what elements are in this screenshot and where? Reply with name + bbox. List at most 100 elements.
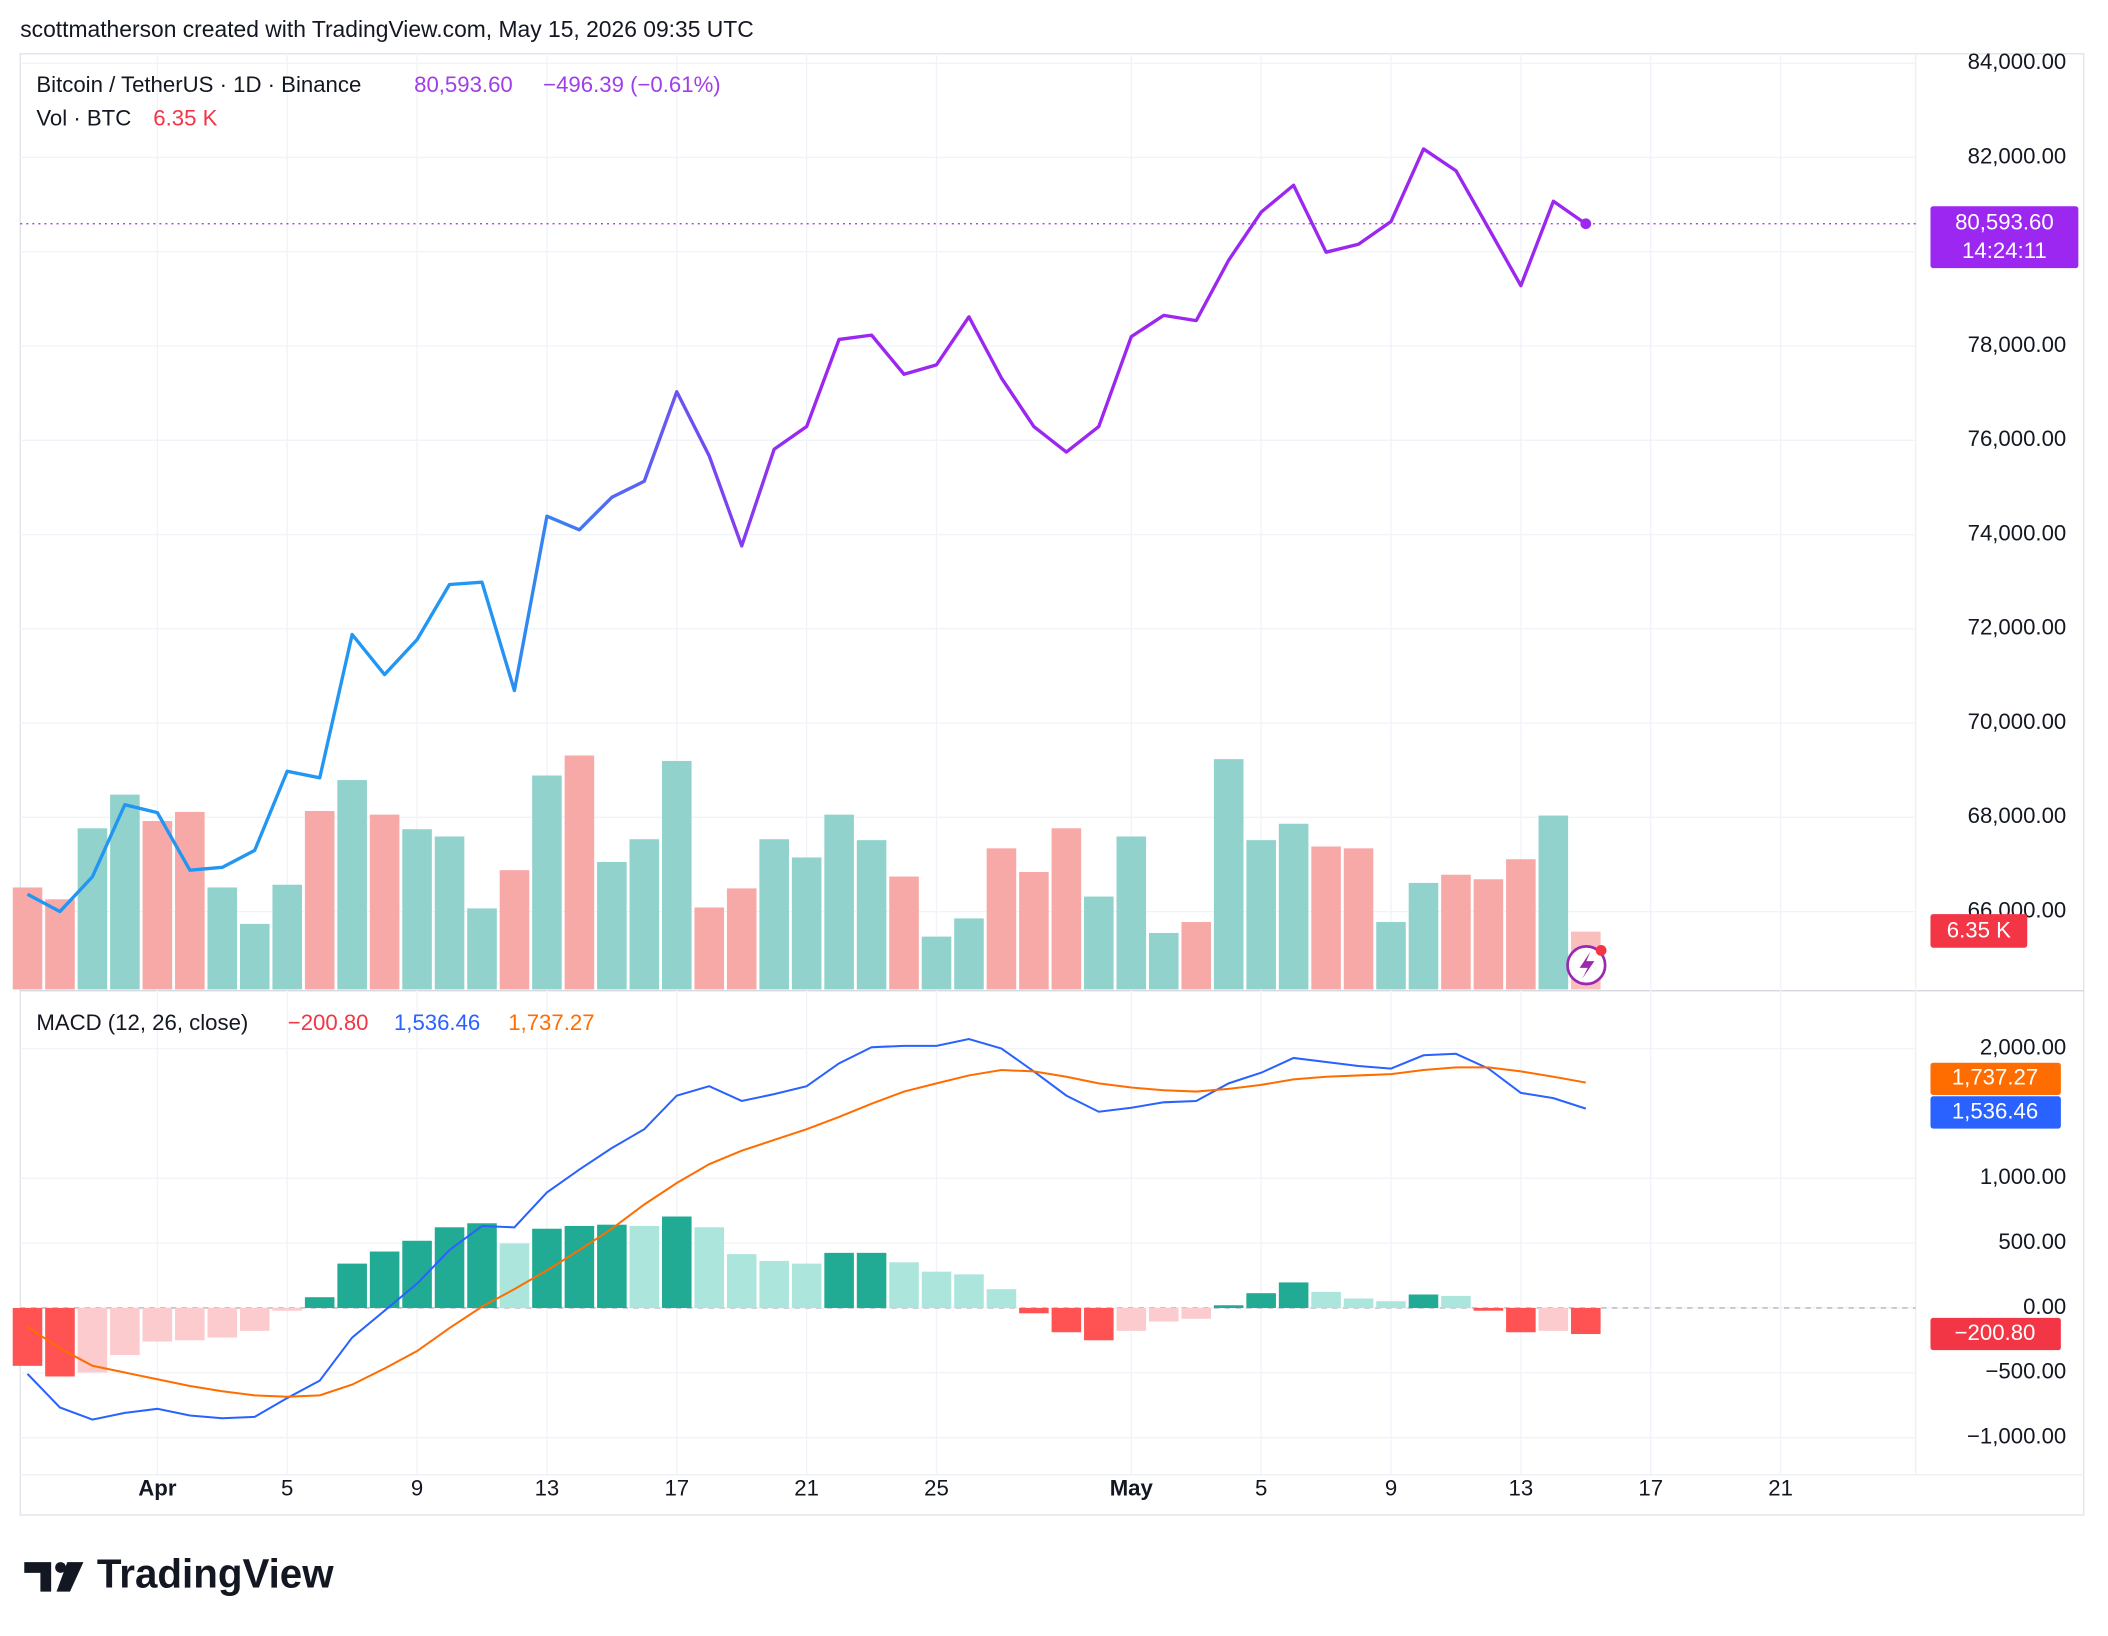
volume-bar [1506,859,1536,990]
histogram-bar [12,1307,43,1366]
volume-bar [889,876,919,990]
x-tick-label: 17 [664,1475,689,1500]
indicator-tag [1930,1317,2061,1351]
histogram-bar [921,1271,952,1308]
histogram-bar [1408,1294,1439,1308]
volume-bar [272,884,303,990]
histogram-bar [662,1216,692,1308]
histogram-bar [791,1263,822,1308]
histogram-bar [629,1225,660,1308]
volume-bar [1116,836,1147,990]
histogram-bar [597,1224,627,1308]
histogram-bar [1538,1307,1569,1331]
x-tick-label: 9 [1385,1475,1397,1500]
volume-bar [1376,922,1406,990]
x-tick-label: Apr [138,1475,177,1500]
x-tick-label: 9 [411,1475,423,1500]
volume-bar [142,821,173,990]
volume-bar [1278,823,1309,990]
volume-bar [1246,840,1276,990]
histogram-bar [1213,1305,1244,1308]
histogram-bar [142,1307,173,1342]
histogram-bar [175,1307,205,1341]
price-tag [1930,206,2079,269]
volume-bar [564,755,595,990]
volume-bar [1084,896,1114,990]
volume-bar [1019,871,1049,990]
histogram-bar [77,1307,108,1373]
x-tick-label: 5 [281,1475,293,1500]
volume-bar [239,923,270,990]
y-tick-label: 1,000.00 [1980,1164,2066,1189]
y-tick-label: −500.00 [1985,1359,2066,1384]
volume-bar [175,811,205,990]
volume-bar [986,848,1017,990]
legend-volume-value: 6.35 K [153,106,217,131]
legend-hist-value: −200.80 [288,1010,369,1035]
volume-bar [1441,874,1471,990]
histogram-bar [434,1227,465,1308]
histogram-bar [369,1251,400,1308]
volume-bar [921,936,952,990]
x-tick-label: 5 [1255,1475,1267,1500]
x-tick-label: 17 [1638,1475,1663,1500]
volume-bar [629,839,660,990]
volume-bar [1148,932,1179,990]
legend-signal-value: 1,737.27 [508,1010,594,1035]
volume-bar [856,840,887,990]
x-tick-label: 21 [794,1475,819,1500]
y-tick-label: 500.00 [1998,1229,2066,1254]
histogram-bar [1278,1282,1309,1308]
volume-bar [1473,879,1504,990]
histogram-bar [1019,1307,1049,1314]
volume-bar [369,814,400,990]
y-tick-label: −1,000.00 [1967,1424,2066,1449]
logo-text: TradingView [97,1551,334,1597]
signal-line [26,1066,1586,1398]
histogram-bar [824,1252,854,1308]
volume-bar [694,907,725,990]
histogram-bar [1506,1307,1536,1333]
price-line [26,147,1587,914]
histogram-bar [1148,1307,1179,1322]
y-tick-label: 0.00 [2023,1294,2066,1319]
histogram-bar [1376,1301,1406,1308]
y-tick-label: 70,000.00 [1968,709,2067,734]
histogram-bar [1116,1307,1147,1331]
frame [19,53,2085,1516]
volume-bar [1181,922,1212,990]
legend-volume: Vol · BTC [36,106,131,131]
alert-icon[interactable] [1566,945,1607,986]
volume-bar [337,780,367,990]
indicator-tag-value: 1,536.46 [1952,1098,2038,1123]
indicator-tag [1930,1096,2061,1129]
histogram-bar [207,1307,238,1338]
volume-bar [662,760,692,990]
indicator-tag-value: −200.80 [1955,1320,2036,1345]
logo [24,1562,84,1592]
header: scottmatherson created with TradingView.… [20,16,754,42]
legend-price: 80,593.60 [414,72,513,97]
histogram-bar [1571,1307,1601,1335]
histogram-bar [499,1243,530,1308]
histogram-bar [564,1225,595,1308]
y-tick-label: 74,000.00 [1968,520,2067,545]
volume-bar [759,839,789,990]
volume-tag [1930,914,2028,948]
legend-macd: MACD (12, 26, close) [36,1010,248,1035]
x-tick-label: 21 [1768,1475,1793,1500]
histogram-bar [467,1223,497,1308]
last-point [1580,218,1592,230]
histogram-bar [304,1297,335,1308]
x-tick-label: 13 [1509,1475,1534,1500]
volume-tag-value: 6.35 K [1947,917,2011,942]
histogram-bar [986,1289,1017,1308]
histogram-bar [1343,1298,1374,1308]
volume-bar [304,811,335,990]
histogram-bar [694,1227,725,1308]
y-tick-label: 76,000.00 [1968,426,2067,451]
x-tick-label: 25 [924,1475,949,1500]
volume-bar [402,829,432,990]
volume-bar [1051,828,1082,990]
